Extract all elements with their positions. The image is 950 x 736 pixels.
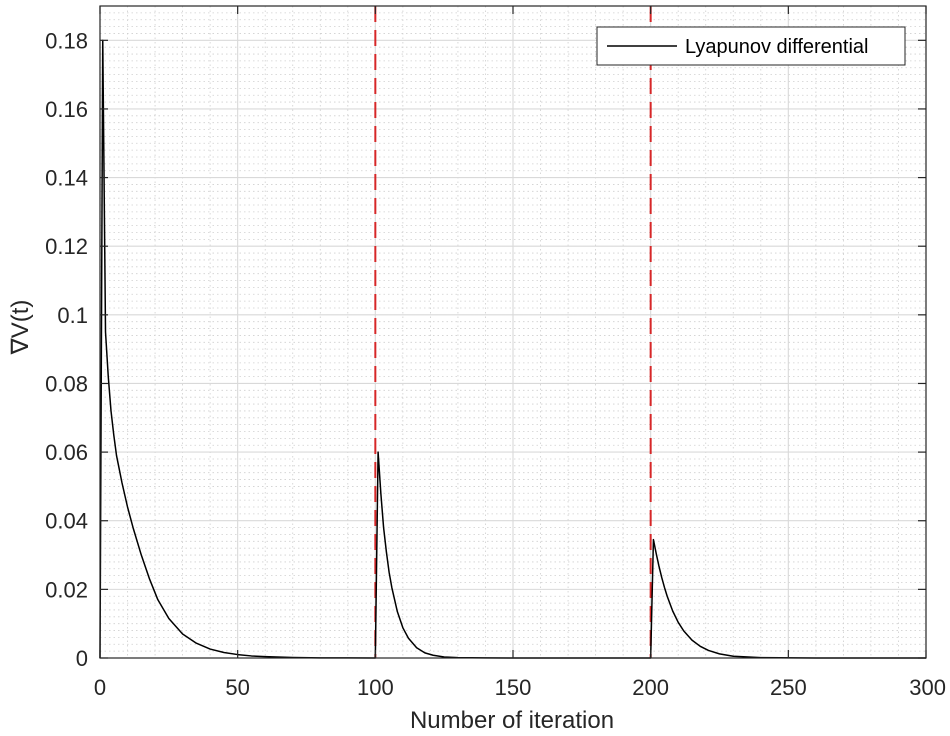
x-axis-label: Number of iteration — [410, 707, 614, 734]
y-axis-label: ∇V(t) — [7, 300, 34, 356]
series-line-lyapunov-differential — [99, 39, 926, 659]
legend-entry-lyapunov-differential: Lyapunov differential — [685, 36, 868, 58]
x-tick-label: 150 — [495, 675, 532, 700]
y-tick-labels: 0 0.02 0.04 0.06 0.08 0.1 0.12 0.14 0.16 0.18 — [45, 28, 88, 671]
x-tick-label: 200 — [632, 675, 669, 700]
y-tick-label: 0.14 — [45, 166, 88, 191]
tick-marks — [99, 6, 927, 659]
y-tick-label: 0.04 — [45, 509, 88, 534]
y-tick-label: 0.06 — [45, 440, 88, 465]
y-tick-label: 0.1 — [57, 303, 88, 328]
minor-grid — [100, 6, 926, 658]
legend: Lyapunov differential — [596, 26, 906, 66]
x-tick-labels: 0 50 100 150 200 250 300 — [94, 675, 946, 700]
y-tick-label: 0.12 — [45, 234, 88, 259]
x-tick-label: 0 — [94, 675, 106, 700]
x-tick-label: 250 — [770, 675, 807, 700]
x-tick-label: 100 — [357, 675, 394, 700]
x-tick-label: 50 — [225, 675, 249, 700]
x-tick-label: 300 — [909, 675, 946, 700]
y-tick-label: 0 — [76, 646, 88, 671]
series-layer — [99, 39, 926, 659]
y-tick-label: 0.16 — [45, 97, 88, 122]
y-tick-label: 0.08 — [45, 371, 88, 396]
y-tick-label: 0.02 — [45, 577, 88, 602]
y-tick-label: 0.18 — [45, 28, 88, 53]
reference-lines — [374, 6, 652, 658]
